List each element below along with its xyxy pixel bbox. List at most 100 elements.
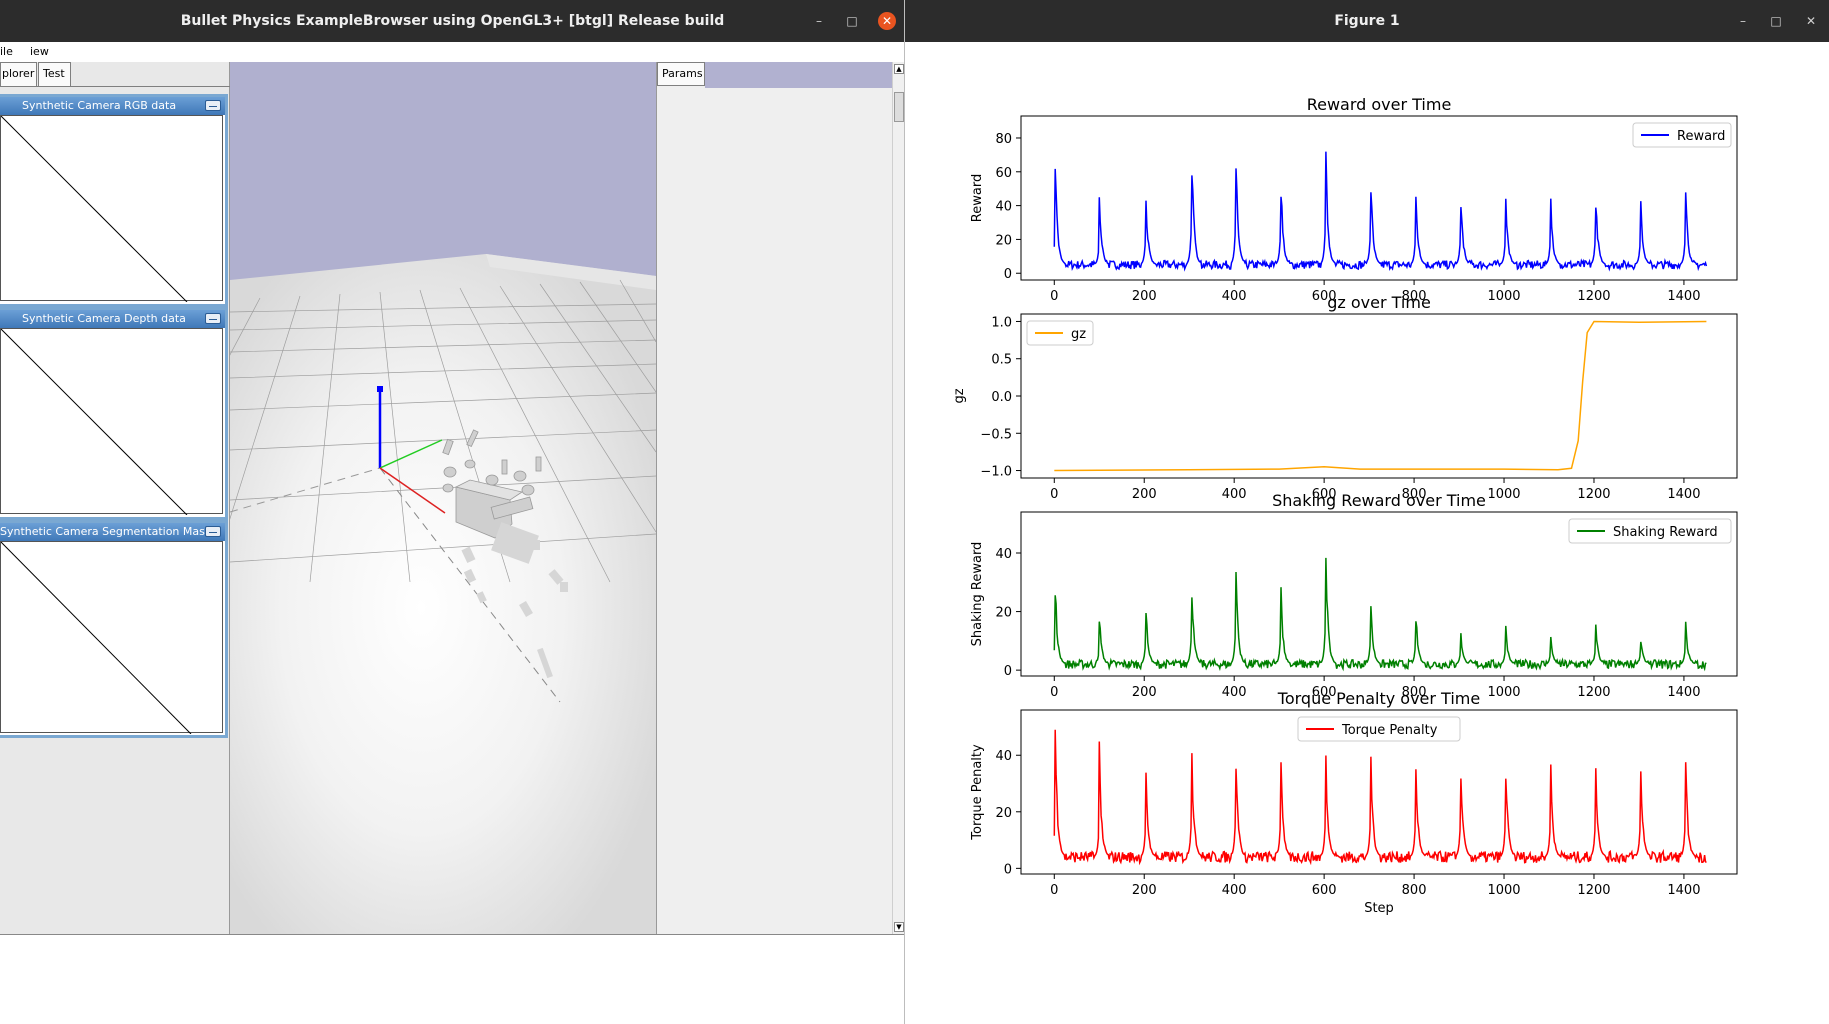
legend: Reward [1632,122,1732,148]
x-tick-label: 1000 [1487,883,1520,898]
x-tick-label: 200 [1132,289,1157,304]
vertical-scrollbar[interactable]: ▲ ▼ [892,62,904,934]
subplot-title: Torque Penalty over Time [1277,689,1480,708]
x-tick-label: 400 [1222,883,1247,898]
x-axis-gizmo [379,467,446,514]
x-tick-label: 200 [1132,685,1157,700]
3d-scene [230,62,656,934]
y-tick-label: 80 [995,132,1012,147]
camera-segmentation-header[interactable]: Synthetic Camera Segmentation Mask [0,523,225,541]
legend-label: Reward [1677,129,1725,144]
subplot-title: Reward over Time [1307,95,1452,114]
camera-rgb-window[interactable]: Synthetic Camera RGB data [0,94,228,307]
y-axis-label: Reward [970,174,985,222]
quadruped-robot [442,429,542,539]
maximize-icon[interactable]: □ [1770,14,1782,28]
legend-label: gz [1071,327,1086,342]
legend: Shaking Reward [1568,518,1732,544]
empty-image-diagonal [1,542,192,734]
close-icon[interactable]: ✕ [878,12,896,30]
x-tick-label: 400 [1222,487,1247,502]
y-tick-label: 0.5 [991,353,1012,368]
figure-titlebar[interactable]: Figure 1 – □ ✕ [905,0,1829,42]
x-tick-label: 600 [1312,685,1337,700]
maximize-icon[interactable]: □ [846,14,858,28]
x-tick-label: 0 [1050,685,1058,700]
x-tick-label: 800 [1402,289,1427,304]
menu-bar: ile iew [0,42,904,62]
tab-test[interactable]: Test [38,62,71,86]
minimize-icon[interactable] [205,100,221,111]
z-axis-tip [377,386,383,392]
x-tick-label: 0 [1050,289,1058,304]
camera-segmentation-window[interactable]: Synthetic Camera Segmentation Mask [0,520,228,738]
camera-segmentation-title: Synthetic Camera Segmentation Mask [0,525,212,538]
close-icon[interactable]: ✕ [1805,14,1817,28]
x-tick-label: 1200 [1577,289,1610,304]
camera-rgb-header[interactable]: Synthetic Camera RGB data [0,97,225,115]
bullet-window-title: Bullet Physics ExampleBrowser using Open… [180,13,725,29]
params-tab-strip [705,62,892,88]
legend-label: Shaking Reward [1613,525,1718,540]
y-tick-label: 0.0 [991,390,1012,405]
legend: gz [1026,320,1094,346]
params-panel: Params [656,62,892,934]
legend-box [1297,716,1461,742]
x-tick-label: 1400 [1667,685,1700,700]
axes-frame [1020,709,1738,875]
x-tick-label: 1200 [1577,883,1610,898]
y-tick-label: 20 [995,806,1012,821]
y-axis-label: Shaking Reward [970,542,985,647]
minimize-icon[interactable] [205,313,221,324]
x-tick-label: 1400 [1667,487,1700,502]
x-tick-label: 0 [1050,487,1058,502]
scroll-up-icon[interactable]: ▲ [894,64,904,74]
ground-plane [230,254,656,934]
y-axis-label: gz [952,388,967,403]
y-tick-label: 1.0 [991,315,1012,330]
3d-viewport[interactable] [230,62,656,934]
scroll-thumb[interactable] [894,92,904,122]
minimize-icon[interactable] [205,526,221,537]
legend-box [1632,122,1732,148]
empty-image-diagonal [1,116,188,302]
x-tick-label: 1200 [1577,487,1610,502]
x-tick-label: 200 [1132,883,1157,898]
y-tick-label: 0 [1004,267,1012,282]
x-tick-label: 1200 [1577,685,1610,700]
camera-depth-window[interactable]: Synthetic Camera Depth data [0,307,228,520]
y-axis-label: Torque Penalty [970,744,985,841]
robot-shadow [461,522,568,679]
series-line [1053,557,1707,672]
scroll-down-icon[interactable]: ▼ [894,922,904,932]
y-tick-label: 60 [995,166,1012,181]
minimize-icon[interactable]: – [816,14,822,28]
subplot-title: Shaking Reward over Time [1272,491,1486,510]
dashed-trajectory [379,467,561,703]
camera-depth-header[interactable]: Synthetic Camera Depth data [0,310,225,328]
x-tick-label: 800 [1402,685,1427,700]
x-tick-label: 600 [1312,289,1337,304]
series-line [1053,729,1707,866]
x-axis-label: Step [1364,901,1394,916]
y-tick-label: 20 [995,606,1012,621]
menu-view[interactable]: iew [30,45,49,58]
explorer-panel: plorer Test Synthetic Camera RGB data Sy… [0,62,230,934]
axes-frame [1020,313,1738,479]
legend: Torque Penalty [1297,716,1461,742]
x-tick-label: 1000 [1487,685,1520,700]
tab-explorer[interactable]: plorer [0,62,37,86]
minimize-icon[interactable]: – [1740,14,1746,28]
y-tick-label: 0 [1004,664,1012,679]
x-tick-label: 0 [1050,883,1058,898]
camera-rgb-title: Synthetic Camera RGB data [22,99,177,112]
series-line [1054,320,1707,472]
axes-frame [1020,115,1738,281]
menu-file[interactable]: ile [0,45,13,58]
bullet-window: Bullet Physics ExampleBrowser using Open… [0,0,905,1024]
bullet-titlebar[interactable]: Bullet Physics ExampleBrowser using Open… [0,0,904,42]
tab-params[interactable]: Params [657,62,705,86]
